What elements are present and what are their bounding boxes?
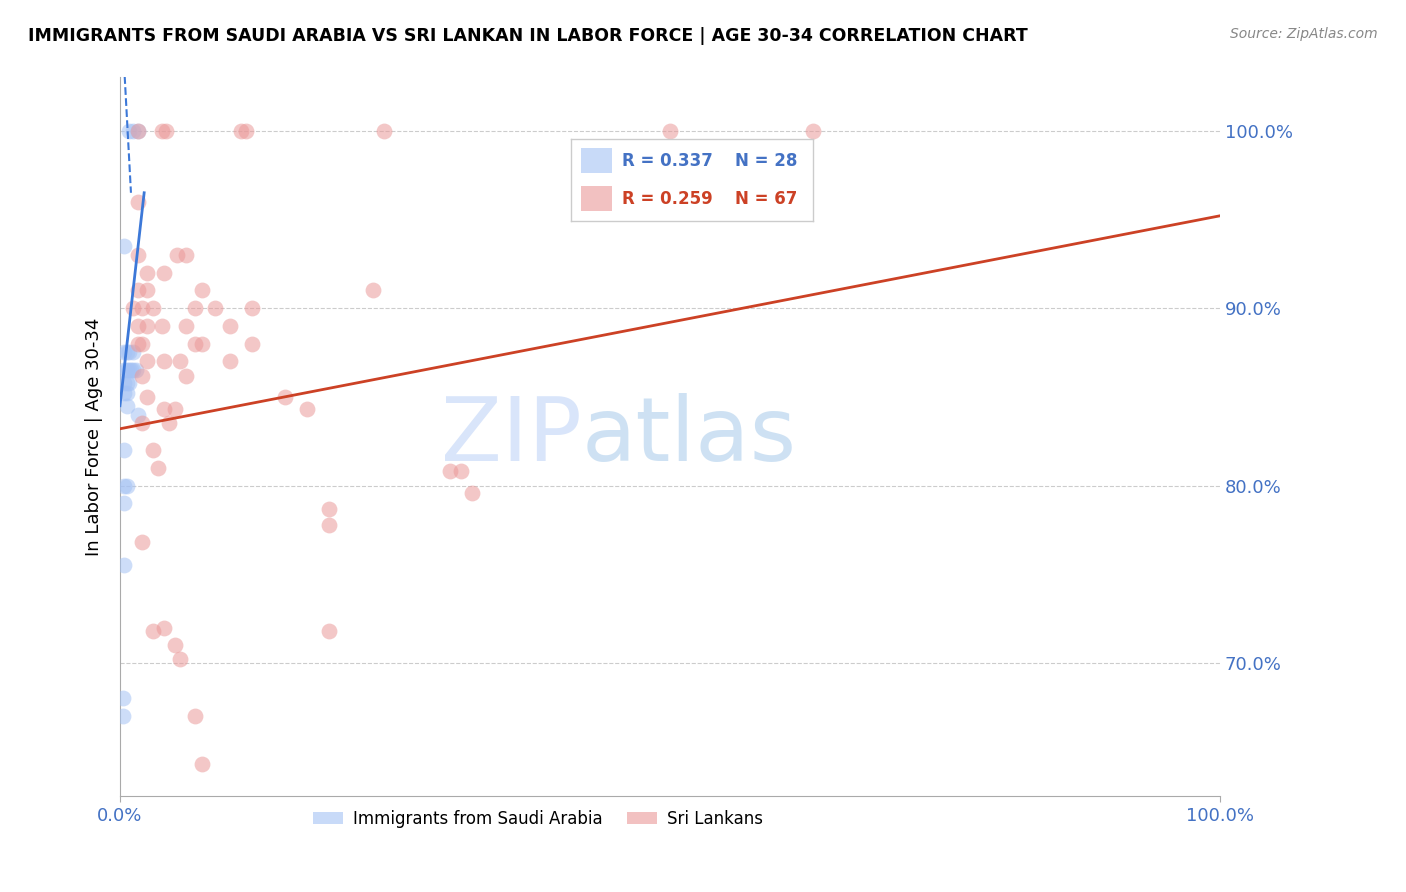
- Point: [131, 535, 153, 549]
- Point: [136, 354, 159, 368]
- Point: [142, 301, 165, 315]
- Point: [184, 301, 207, 315]
- Point: [658, 123, 681, 137]
- Point: [150, 318, 173, 333]
- Point: [361, 284, 384, 298]
- Point: [219, 318, 242, 333]
- Point: [127, 123, 149, 137]
- Point: [174, 368, 197, 383]
- Point: [174, 248, 197, 262]
- Text: atlas: atlas: [582, 393, 797, 480]
- Point: [112, 558, 135, 573]
- Point: [142, 624, 165, 638]
- Point: [125, 363, 148, 377]
- Point: [191, 757, 214, 772]
- Text: IMMIGRANTS FROM SAUDI ARABIA VS SRI LANKAN IN LABOR FORCE | AGE 30-34 CORRELATIO: IMMIGRANTS FROM SAUDI ARABIA VS SRI LANK…: [28, 27, 1028, 45]
- Point: [127, 248, 149, 262]
- Point: [240, 301, 263, 315]
- Point: [112, 345, 135, 359]
- Point: [120, 363, 142, 377]
- Point: [169, 652, 191, 666]
- Point: [153, 620, 176, 634]
- Point: [112, 386, 135, 401]
- Text: ZIP: ZIP: [441, 393, 582, 480]
- Point: [131, 301, 153, 315]
- Point: [461, 485, 484, 500]
- Point: [163, 638, 186, 652]
- Point: [127, 318, 149, 333]
- Point: [115, 386, 138, 401]
- Text: Source: ZipAtlas.com: Source: ZipAtlas.com: [1230, 27, 1378, 41]
- Point: [131, 417, 153, 431]
- Point: [112, 239, 135, 253]
- Point: [115, 376, 138, 390]
- Point: [112, 709, 135, 723]
- Point: [122, 301, 145, 315]
- Point: [136, 266, 159, 280]
- Point: [115, 363, 138, 377]
- Point: [318, 517, 340, 532]
- Point: [163, 402, 186, 417]
- Point: [184, 336, 207, 351]
- Point: [801, 123, 824, 137]
- Point: [235, 123, 257, 137]
- Point: [127, 123, 149, 137]
- Point: [169, 354, 191, 368]
- Point: [318, 501, 340, 516]
- Point: [136, 318, 159, 333]
- Point: [153, 354, 176, 368]
- Point: [373, 123, 395, 137]
- Point: [115, 478, 138, 492]
- Point: [127, 284, 149, 298]
- Point: [131, 368, 153, 383]
- Point: [112, 363, 135, 377]
- Point: [274, 390, 297, 404]
- Point: [229, 123, 252, 137]
- Point: [115, 345, 138, 359]
- Point: [155, 123, 177, 137]
- Point: [136, 284, 159, 298]
- Point: [122, 345, 145, 359]
- Point: [115, 399, 138, 413]
- Point: [184, 709, 207, 723]
- Y-axis label: In Labor Force | Age 30-34: In Labor Force | Age 30-34: [86, 318, 103, 556]
- Point: [122, 123, 145, 137]
- Point: [153, 402, 176, 417]
- Point: [127, 194, 149, 209]
- Point: [219, 354, 242, 368]
- Legend: Immigrants from Saudi Arabia, Sri Lankans: Immigrants from Saudi Arabia, Sri Lankan…: [307, 803, 770, 835]
- Point: [118, 363, 141, 377]
- Point: [439, 464, 461, 478]
- Point: [150, 123, 173, 137]
- Point: [131, 336, 153, 351]
- Point: [112, 496, 135, 510]
- Point: [191, 284, 214, 298]
- Point: [136, 390, 159, 404]
- Point: [148, 460, 170, 475]
- Point: [112, 443, 135, 458]
- Point: [318, 624, 340, 638]
- Point: [142, 443, 165, 458]
- Point: [122, 363, 145, 377]
- Point: [191, 336, 214, 351]
- Point: [112, 376, 135, 390]
- Point: [295, 402, 318, 417]
- Point: [174, 318, 197, 333]
- Point: [166, 248, 188, 262]
- Point: [112, 691, 135, 706]
- Point: [118, 376, 141, 390]
- Point: [118, 345, 141, 359]
- Point: [118, 123, 141, 137]
- Point: [159, 417, 181, 431]
- Point: [204, 301, 226, 315]
- Point: [112, 478, 135, 492]
- Point: [450, 464, 472, 478]
- Point: [127, 408, 149, 422]
- Point: [127, 336, 149, 351]
- Point: [153, 266, 176, 280]
- Point: [240, 336, 263, 351]
